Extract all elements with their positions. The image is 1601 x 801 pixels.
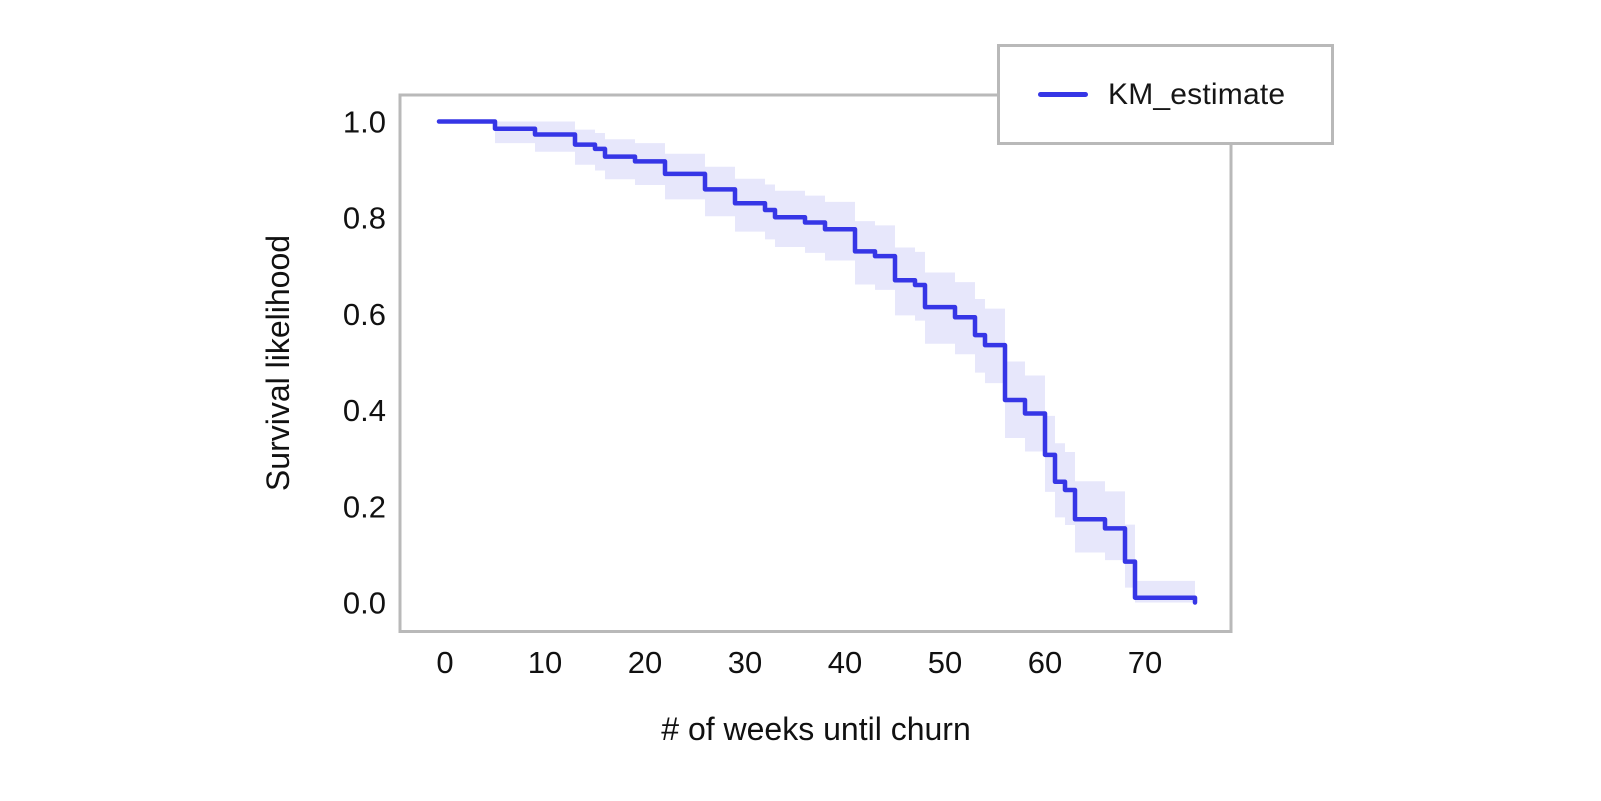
km-estimate-line: [436, 119, 1198, 605]
axes-border: [398, 93, 1233, 633]
x-tick-label-60: 60: [1028, 645, 1062, 680]
legend: KM_estimate: [997, 44, 1334, 145]
x-tick-label-50: 50: [928, 645, 962, 680]
x-tick-label-40: 40: [828, 645, 862, 680]
confidence-band-group: [445, 121, 1195, 603]
y-tick-label-1.0: 1.0: [343, 105, 386, 140]
x-axis-label: # of weeks until churn: [661, 711, 971, 747]
x-tick-label-10: 10: [528, 645, 562, 680]
y-axis-label: Survival likelihood: [260, 235, 296, 491]
legend-line-sample-km-estimate: [1038, 92, 1088, 97]
y-tick-label-0.2: 0.2: [343, 489, 386, 524]
x-tick-label-0: 0: [436, 645, 453, 680]
legend-label-km-estimate: KM_estimate: [1108, 77, 1286, 111]
y-tick-labels: 1.0 0.8 0.6 0.4 0.2 0.0: [343, 105, 386, 621]
x-tick-labels: 0 10 20 30 40 50 60 70: [436, 645, 1162, 680]
x-tick-label-70: 70: [1128, 645, 1162, 680]
y-tick-label-0.8: 0.8: [343, 201, 386, 236]
y-tick-label-0.6: 0.6: [343, 297, 386, 332]
x-tick-label-20: 20: [628, 645, 662, 680]
km-step-line-group: [436, 119, 1198, 605]
x-tick-label-30: 30: [728, 645, 762, 680]
y-tick-label-0.4: 0.4: [343, 393, 386, 428]
confidence-band: [445, 121, 1195, 603]
y-tick-label-0.0: 0.0: [343, 586, 386, 621]
